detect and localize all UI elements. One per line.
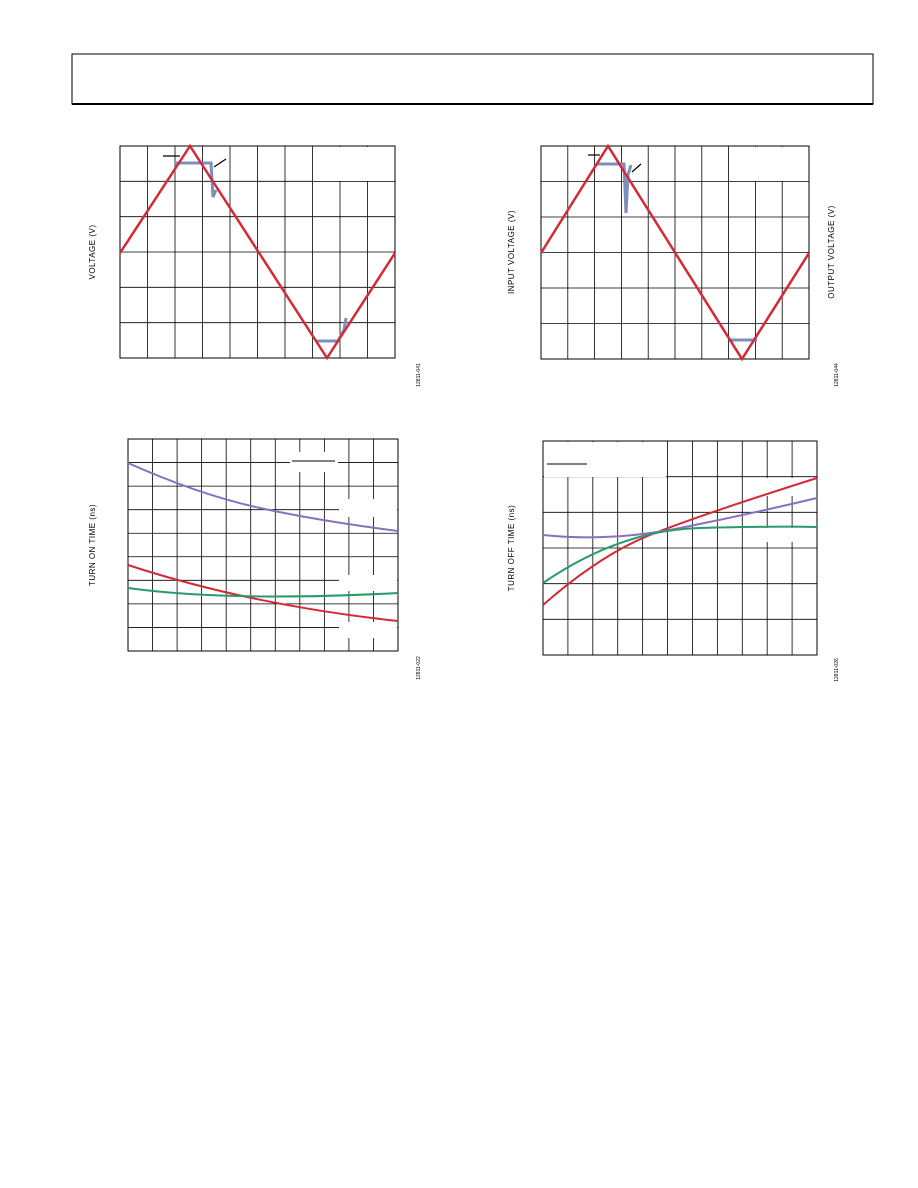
y-axis-label: INPUT VOLTAGE (V)	[507, 210, 516, 294]
chart-2: INPUT VOLTAGE (V) OUTPUT VOLTAGE (V) 128…	[507, 143, 840, 387]
figure-code: 12811-041	[416, 363, 422, 387]
y-axis-label: TURN OFF TIME (ns)	[507, 505, 516, 592]
figure-code: 12811-022	[416, 656, 422, 680]
y2-axis-label: OUTPUT VOLTAGE (V)	[827, 205, 836, 298]
figure-code: 12811-026	[834, 658, 840, 682]
y-axis-label: VOLTAGE (V)	[88, 225, 97, 280]
chart-4: TURN OFF TIME (ns) 12811-026	[507, 440, 840, 682]
y-axis-label: TURN ON TIME (ns)	[88, 504, 97, 586]
chart-3: TURN ON TIME (ns) 12811-022	[88, 438, 422, 680]
figure-code: 12811-044	[834, 363, 840, 387]
chart-1: VOLTAGE (V) 12811-041	[88, 143, 422, 387]
header	[71, 53, 874, 105]
